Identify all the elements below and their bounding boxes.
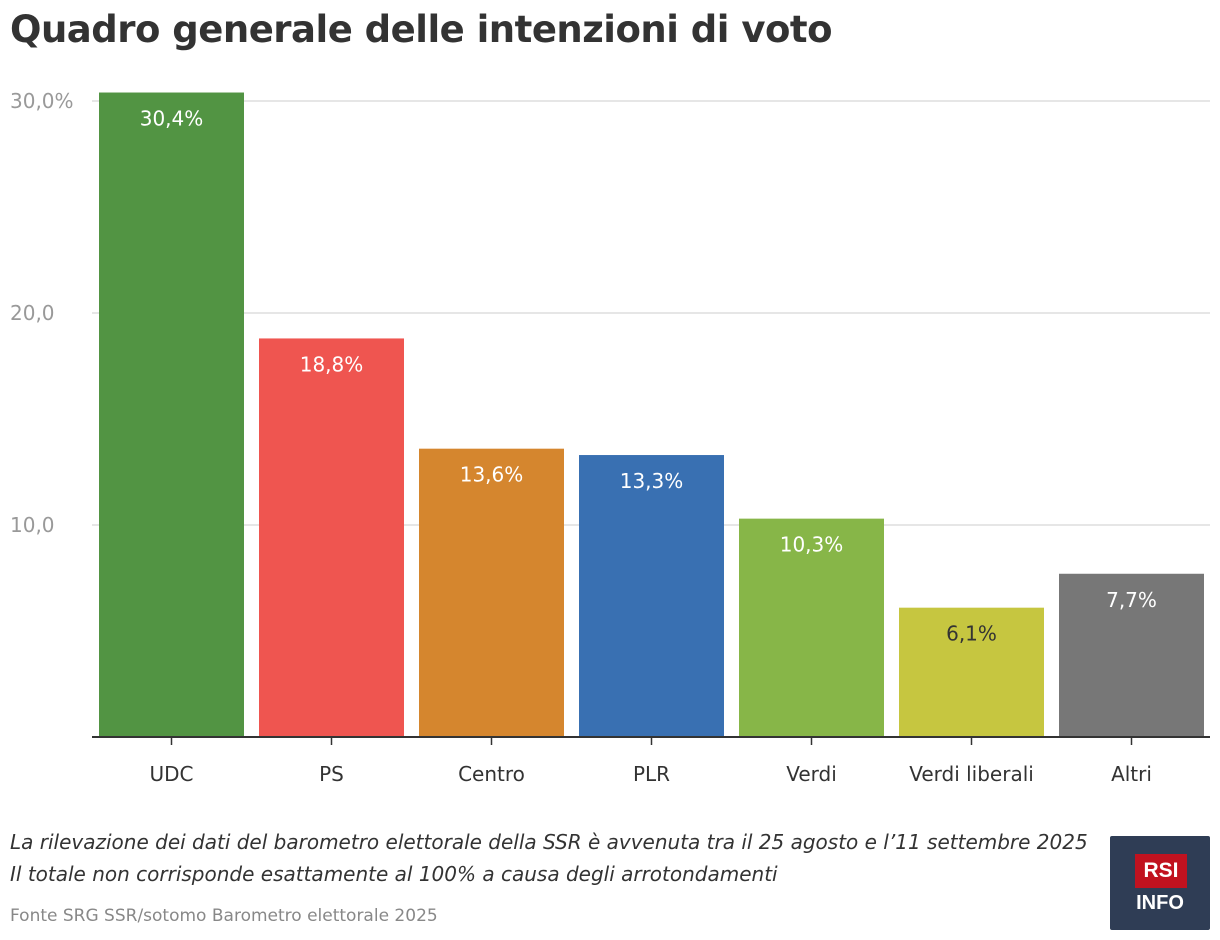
source-credit: Fonte SRG SSR/sotomo Barometro elettoral… — [10, 906, 438, 926]
data-label: 18,8% — [300, 352, 364, 376]
rsi-logo-mark: RSI — [1135, 854, 1187, 888]
x-tick-label: Centro — [458, 762, 525, 786]
x-tick-label: Altri — [1111, 762, 1152, 786]
x-tick-label: Verdi — [786, 762, 837, 786]
y-tick-label: 20,0 — [10, 301, 55, 325]
x-tick-label: UDC — [149, 762, 193, 786]
footnote-survey-period: La rilevazione dei dati del barometro el… — [10, 830, 1088, 854]
bar — [259, 338, 404, 737]
bar — [1059, 573, 1204, 737]
y-tick-label: 30,0% — [10, 89, 74, 113]
bar — [739, 518, 884, 737]
x-tick-label: PLR — [633, 762, 670, 786]
rsi-info-logo: RSI INFO — [1110, 836, 1210, 930]
bar — [419, 448, 564, 737]
bar-chart: 10,0 20,0 30,0% UDC PS Centro PLR Verdi Verdi li… — [10, 89, 1210, 786]
data-label: 13,3% — [620, 469, 684, 493]
data-label: 30,4% — [140, 107, 204, 131]
data-label: 13,6% — [460, 463, 524, 487]
bar — [579, 455, 724, 737]
y-tick-label: 10,0 — [10, 513, 55, 537]
data-label: 10,3% — [780, 533, 844, 557]
data-label: 7,7% — [1106, 588, 1157, 612]
bar — [899, 607, 1044, 737]
x-tick-label: Verdi liberali — [909, 762, 1034, 786]
data-label: 6,1% — [946, 622, 997, 646]
chart-title: Quadro generale delle intenzioni di voto — [10, 8, 833, 51]
x-tick-label: PS — [319, 762, 344, 786]
footnote-rounding: Il totale non corrisponde esattamente al… — [10, 862, 778, 886]
bar — [99, 92, 244, 737]
info-logo-text: INFO — [1136, 892, 1184, 914]
